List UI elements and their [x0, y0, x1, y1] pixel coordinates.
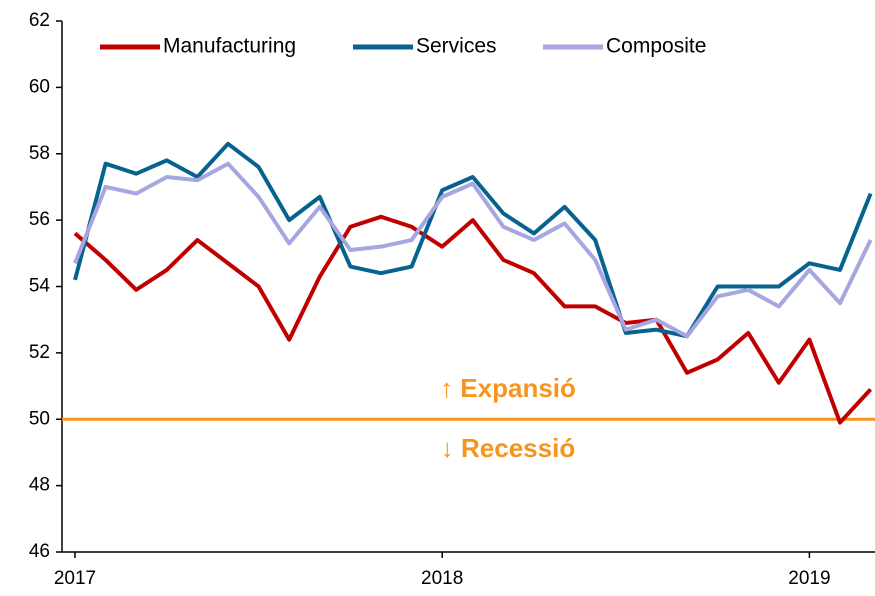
legend-label: Composite — [606, 35, 706, 58]
y-tick-label: 46 — [29, 541, 50, 562]
annotation: ↑ Expansió — [440, 373, 576, 403]
line-series — [73, 161, 873, 339]
line-series — [73, 214, 873, 425]
y-tick-label: 52 — [29, 342, 50, 363]
y-tick-label: 48 — [29, 475, 50, 496]
y-tick-label: 60 — [29, 76, 50, 97]
x-tick-label: 2019 — [788, 568, 830, 589]
legend-label: Manufacturing — [163, 35, 296, 58]
x-tick-label: 2017 — [54, 568, 96, 589]
annotation: ↓ Recessió — [441, 433, 575, 463]
y-tick-label: 62 — [29, 10, 50, 31]
legend-label: Services — [416, 35, 497, 58]
x-tick-label: 2018 — [421, 568, 463, 589]
y-tick-label: 58 — [29, 143, 50, 164]
line-series — [73, 141, 873, 339]
y-tick-label: 50 — [29, 408, 50, 429]
y-tick-label: 56 — [29, 209, 50, 230]
y-tick-label: 54 — [29, 276, 51, 297]
